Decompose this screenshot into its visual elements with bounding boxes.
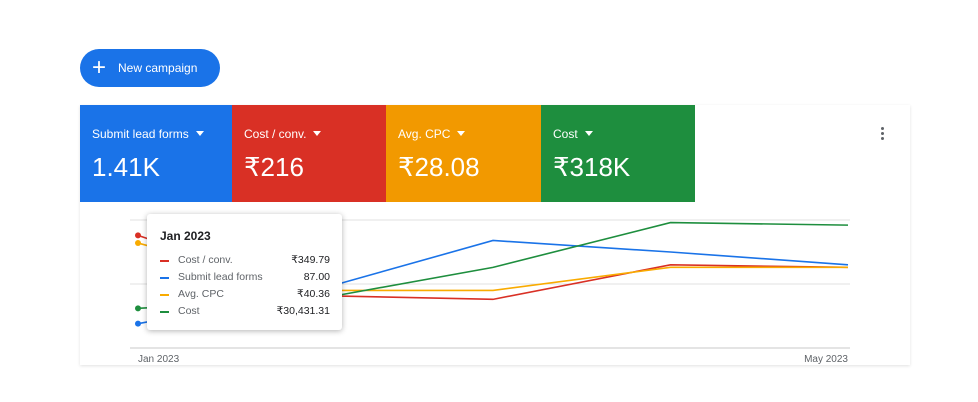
more-menu[interactable] [876,127,888,147]
plus-icon: + [92,54,107,81]
tooltip-title: Jan 2023 [160,229,211,243]
metric-tab[interactable]: Submit lead forms 1.41K [80,105,232,202]
series-point [135,320,141,327]
tooltip-value: ₹349.79 [291,254,330,266]
metric-label: Avg. CPC [398,127,465,141]
series-point [135,305,141,312]
series-point [135,232,141,239]
tooltip-row: Submit lead forms 87.00 [160,271,330,285]
metric-label: Submit lead forms [92,127,204,141]
tooltip-swatch [160,311,169,313]
tooltip-row: Cost / conv. ₹349.79 [160,254,330,268]
metric-tab[interactable]: Avg. CPC ₹28.08 [386,105,541,202]
new-campaign-button[interactable]: + New campaign [80,49,220,87]
button-label: New campaign [118,61,198,75]
metric-label: Cost / conv. [244,127,321,141]
metric-tab[interactable]: Cost ₹318K [541,105,695,202]
tooltip-label: Submit lead forms [178,271,263,283]
x-tick-label: May 2023 [804,354,848,365]
tooltip-label: Cost / conv. [178,254,233,266]
tooltip-swatch [160,260,169,262]
metric-value: ₹318K [553,152,631,182]
tooltip-label: Avg. CPC [178,288,224,300]
performance-card: Submit lead forms 1.41K Cost / conv. ₹216 Av… [80,105,910,365]
tooltip-row: Cost ₹30,431.31 [160,305,330,319]
tooltip-value: 87.00 [303,271,330,283]
metric-value: ₹216 [244,152,304,182]
tooltip-row: Avg. CPC ₹40.36 [160,288,330,302]
tooltip: Jan 2023 Cost / conv. ₹349.79 Submit lead … [147,214,342,330]
tooltip-swatch [160,294,169,296]
tooltip-swatch [160,277,169,279]
tooltip-value: ₹40.36 [297,288,330,300]
metric-tab[interactable]: Cost / conv. ₹216 [232,105,386,202]
metric-label: Cost [553,127,593,141]
metric-value: ₹28.08 [398,152,480,182]
x-tick-label: Jan 2023 [138,354,180,365]
tooltip-value: ₹30,431.31 [276,305,330,317]
series-point [135,240,141,247]
tooltip-label: Cost [178,305,200,317]
metric-value: 1.41K [92,152,160,182]
